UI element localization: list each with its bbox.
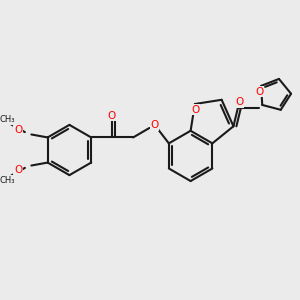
- Text: CH₃: CH₃: [0, 176, 16, 185]
- Text: O: O: [108, 111, 116, 121]
- Text: CH₃: CH₃: [0, 115, 16, 124]
- Text: O: O: [151, 120, 159, 130]
- Text: O: O: [191, 105, 200, 115]
- Text: O: O: [14, 125, 22, 135]
- Text: O: O: [14, 165, 22, 175]
- Text: O: O: [235, 97, 244, 107]
- Text: O: O: [256, 87, 264, 97]
